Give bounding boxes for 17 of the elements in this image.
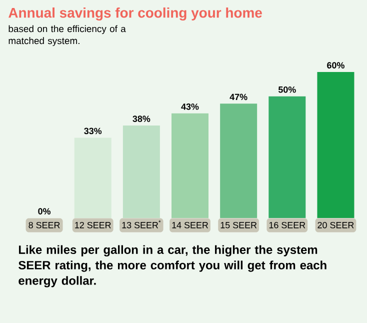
chart-subtitle: based on the efficiency of a matched system. <box>8 25 126 46</box>
x-tick-label: 12 SEER <box>75 222 111 228</box>
x-tick-label: 14 SEER <box>172 222 208 228</box>
data-label: 38% <box>132 116 150 122</box>
x-tick-label: 15 SEER <box>220 222 257 228</box>
x-tick-label: 20 SEER <box>318 222 354 228</box>
x-tick-label: 13 SEER$^{*}$ <box>122 220 161 228</box>
x-tick-label: 8 SEER <box>28 222 60 228</box>
x-tick-label: 16 SEER <box>269 222 306 228</box>
data-label: 33% <box>84 128 102 134</box>
text: Like miles per gallon in a car, the higher the system SEER rating, the more comfort you will get from each energy dollar. <box>18 245 326 288</box>
data-label: 60% <box>327 62 344 68</box>
data-label: 50% <box>278 86 296 93</box>
data-label: 43% <box>181 103 199 110</box>
data-label: 47% <box>230 94 248 100</box>
chart-title: Annual savings for cooling your home <box>8 7 262 21</box>
data-label: 0% <box>38 208 51 214</box>
